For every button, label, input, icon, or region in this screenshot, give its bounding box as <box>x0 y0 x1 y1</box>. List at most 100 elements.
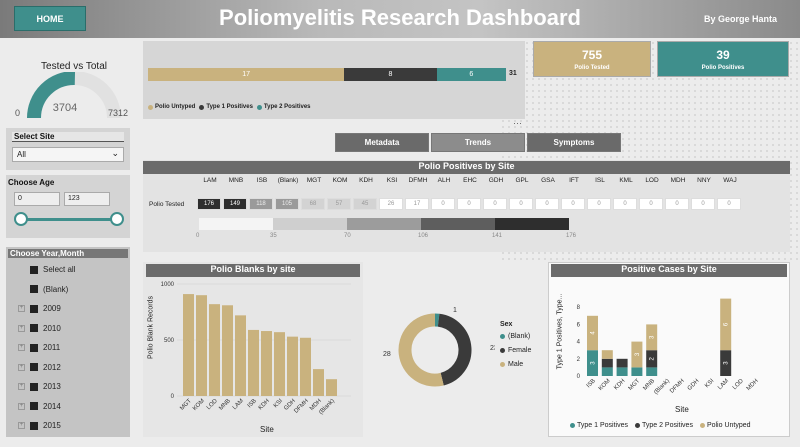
year-item[interactable]: +2012 <box>18 363 61 372</box>
x-tick-label: DFMH <box>669 378 686 395</box>
legend-label: Female <box>508 347 532 354</box>
expand-icon[interactable]: + <box>18 363 25 371</box>
sex-donut-chart: 1 23 28 <box>383 307 495 387</box>
polio-positives-value: 39 <box>716 47 730 62</box>
donut-legend-item: Male <box>500 361 523 368</box>
bar <box>326 379 337 396</box>
author-label: By George Hanta <box>704 14 778 24</box>
matrix-column-header: KSI <box>386 177 398 184</box>
checkbox[interactable] <box>30 363 38 371</box>
matrix-column-header: LOD <box>645 177 659 184</box>
bar-segment <box>601 367 613 376</box>
year-item[interactable]: +Select all <box>18 265 75 274</box>
year-item-label: Select all <box>43 265 76 274</box>
polio-positives-caption: Polio Positives <box>701 64 745 71</box>
bar <box>300 337 311 396</box>
expand-icon[interactable]: + <box>18 402 25 410</box>
polio-tested-card: 755 Polio Tested <box>533 41 651 77</box>
legend-item: Type 2 Positives <box>256 104 311 110</box>
expand-icon[interactable]: + <box>18 305 25 312</box>
matrix-scale-segment <box>495 218 569 230</box>
expand-icon[interactable]: + <box>18 344 25 351</box>
year-item[interactable]: +(Blank) <box>18 285 68 294</box>
gauge-min: 0 <box>15 108 21 118</box>
legend-label: Type 2 Positives <box>641 422 693 429</box>
matrix-column-header: KDH <box>359 177 373 184</box>
matrix-column-header: (Blank) <box>277 177 299 184</box>
year-item[interactable]: +2014 <box>18 402 61 411</box>
matrix-column-header: GPL <box>515 177 529 184</box>
stacked-segment: 6 <box>436 68 506 81</box>
home-button[interactable]: HOME <box>14 6 86 31</box>
tab-trends[interactable]: Trends <box>431 133 525 152</box>
matrix-cell: 17 <box>405 198 429 210</box>
matrix-row-label: Polio Tested <box>149 201 185 208</box>
bar-segment <box>720 350 732 376</box>
age-slider-min-handle[interactable] <box>14 212 28 226</box>
x-tick-label: (Blank) <box>653 378 671 396</box>
matrix-cell: 118 <box>249 198 273 210</box>
checkbox[interactable] <box>30 285 38 293</box>
donut-data-label: 28 <box>383 351 391 358</box>
bar <box>248 329 259 396</box>
bar <box>222 305 233 396</box>
legend-dot <box>699 423 705 428</box>
matrix-scale-tick: 35 <box>270 233 277 239</box>
page-title: Poliomyelitis Research Dashboard <box>219 5 581 30</box>
stacked-bar: 17 8 6 <box>148 68 506 81</box>
checkbox[interactable] <box>30 421 38 430</box>
donut-legend-item: Female <box>500 347 531 354</box>
matrix-column-header: ALH <box>437 177 451 184</box>
checkbox[interactable] <box>30 382 38 391</box>
age-slider-track <box>20 218 118 221</box>
more-options-icon[interactable]: ⋯ <box>513 118 522 128</box>
age-slider-max-handle[interactable] <box>110 212 124 226</box>
x-tick-label: KOM <box>192 398 206 412</box>
matrix-cell: 0 <box>665 198 689 210</box>
matrix-cell: 0 <box>483 198 507 210</box>
matrix-scale-tick: 70 <box>344 233 351 239</box>
matrix-cell: 26 <box>379 198 403 210</box>
bar <box>261 331 272 396</box>
year-item[interactable]: +2010 <box>18 324 61 333</box>
matrix-column-header: LAM <box>203 177 217 184</box>
matrix-cell: 45 <box>353 198 377 210</box>
checkbox[interactable] <box>30 265 38 274</box>
tab-symptoms[interactable]: Symptoms <box>527 133 621 152</box>
x-tick-label: KDH <box>613 378 626 391</box>
matrix-cell: 0 <box>535 198 559 210</box>
year-item[interactable]: +2013 <box>18 382 61 391</box>
checkbox[interactable] <box>30 324 38 332</box>
expand-icon[interactable]: + <box>18 383 25 390</box>
donut-data-label: 1 <box>453 307 457 314</box>
expand-icon[interactable]: + <box>18 422 25 429</box>
data-label: 6 <box>724 322 730 326</box>
year-item[interactable]: +2015 <box>18 421 61 430</box>
data-label: 2 <box>650 356 656 360</box>
bar-segment <box>720 298 732 351</box>
matrix-scale-segment <box>273 218 347 230</box>
age-min-input[interactable]: 0 <box>14 192 60 206</box>
age-max-input[interactable]: 123 <box>64 192 110 206</box>
x-tick-label: DFMH <box>293 398 310 415</box>
year-item-label: 2014 <box>43 401 61 411</box>
site-select-value: All <box>17 150 26 159</box>
y-tick-label: 500 <box>164 338 175 344</box>
legend-item: Polio Untyped <box>148 104 195 110</box>
matrix-scale-tick: 0 <box>196 233 200 239</box>
expand-icon[interactable]: + <box>18 324 25 332</box>
legend-item: Type 2 Positives <box>634 422 693 429</box>
matrix-scale-segment <box>199 218 273 230</box>
checkbox[interactable] <box>30 304 38 313</box>
donut-legend-title: Sex <box>500 321 513 328</box>
checkbox[interactable] <box>30 402 38 410</box>
year-item-label: (Blank) <box>43 284 69 294</box>
tab-metadata[interactable]: Metadata <box>335 133 429 152</box>
site-select[interactable]: All ⌄ <box>12 147 124 162</box>
year-item[interactable]: +2011 <box>18 343 60 352</box>
year-item[interactable]: +2009 <box>18 304 61 313</box>
bar <box>313 369 324 396</box>
checkbox[interactable] <box>30 343 38 352</box>
x-tick-label: MGT <box>628 378 642 392</box>
